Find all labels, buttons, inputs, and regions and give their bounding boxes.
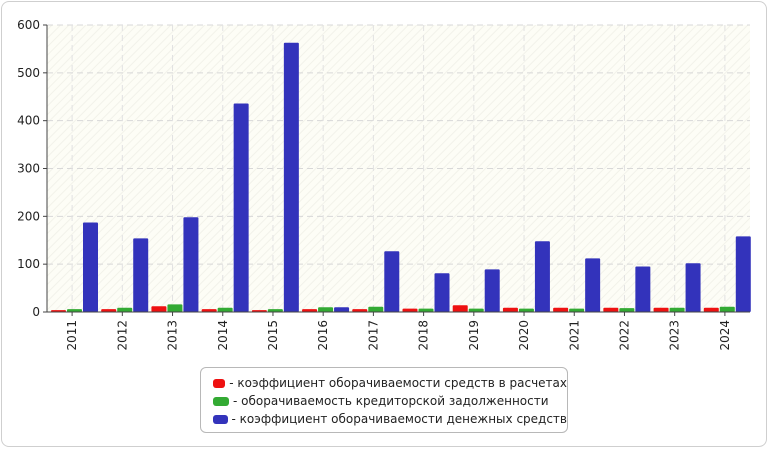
bar-payables [669,307,685,312]
y-tick-label: 500 [17,66,40,80]
legend-item-cash: - коэффициент оборачиваемости денежных с… [213,410,567,428]
x-tick-label: 2022 [617,320,631,351]
bar-cash [233,103,249,313]
bar-payables [368,306,384,312]
x-tick-label: 2015 [266,320,280,351]
bar-receivables [352,309,368,312]
x-tick-label: 2017 [366,320,380,351]
bar-cash [534,241,550,312]
y-axis-labels: 0 100 200 300 400 500 600 [17,18,40,319]
bar-payables [418,308,434,312]
bar-receivables [201,309,217,312]
x-tick-label: 2019 [467,320,481,351]
y-tick-label: 400 [17,114,40,128]
bar-payables [719,306,735,312]
x-tick-label: 2018 [417,320,431,351]
bar-receivables [402,308,418,312]
bar-cash [83,222,98,312]
bar-cash [283,42,299,312]
legend-label-payables: - оборачиваемость кредиторской задолженн… [233,394,549,408]
bar-cash [685,263,701,312]
bar-payables [117,307,133,312]
bar-cash [484,269,500,312]
bar-payables [167,304,183,312]
bar-chart: 0 100 200 300 400 500 600 2011 2012 2013 2014 2015… [17,18,751,351]
legend-label-cash: - коэффициент оборачиваемости денежных с… [231,412,568,426]
x-tick-label: 2020 [517,320,531,351]
bar-payables [217,307,233,312]
bar-cash [585,258,601,312]
bar-cash [735,236,751,312]
y-tick-label: 0 [32,305,40,319]
bar-payables [318,307,334,312]
x-tick-label: 2023 [668,320,682,351]
legend-swatch-green [213,396,229,406]
x-tick-label: 2024 [718,320,732,351]
bar-cash [133,238,149,312]
grid-lines [47,24,750,312]
bar-cash [183,217,199,312]
legend: - коэффициент оборачиваемости средств в … [200,367,568,433]
legend-item-receivables: - коэффициент оборачиваемости средств в … [213,374,567,392]
y-tick-label: 600 [17,18,40,32]
x-tick-label: 2011 [65,320,79,351]
bar-cash [384,251,400,312]
legend-swatch-blue [213,414,228,424]
bar-payables [67,309,82,312]
bars-group [51,42,751,313]
bar-payables [468,308,484,312]
legend-label-receivables: - коэффициент оборачиваемости средств в … [229,376,567,390]
y-tick-label: 200 [17,209,40,223]
y-tick-label: 100 [17,257,40,271]
x-axis-labels: 2011 2012 2013 2014 2015 2016 2017 2018 2019 2020… [65,320,732,351]
legend-item-payables: - оборачиваемость кредиторской задолженн… [213,392,567,410]
bar-payables [267,309,283,312]
bar-cash [635,266,651,312]
axes-group [43,24,750,316]
bar-receivables [653,307,669,312]
y-tick-label: 300 [17,162,40,176]
bar-receivables [703,307,719,312]
bar-cash [334,307,350,312]
bar-receivables [452,305,468,312]
bar-receivables [502,307,518,312]
bar-cash [434,273,450,312]
bar-payables [619,308,635,312]
legend-swatch-red [213,378,226,388]
x-tick-label: 2016 [316,320,330,351]
bar-payables [518,308,534,312]
bar-receivables [101,309,117,312]
x-tick-label: 2021 [567,320,581,351]
bar-receivables [151,306,167,312]
x-tick-label: 2014 [216,320,230,351]
x-tick-label: 2013 [166,320,180,351]
bar-receivables [603,307,619,312]
bar-receivables [553,307,569,312]
bar-payables [569,308,585,312]
bar-receivables [302,309,318,312]
x-tick-label: 2012 [115,320,129,351]
